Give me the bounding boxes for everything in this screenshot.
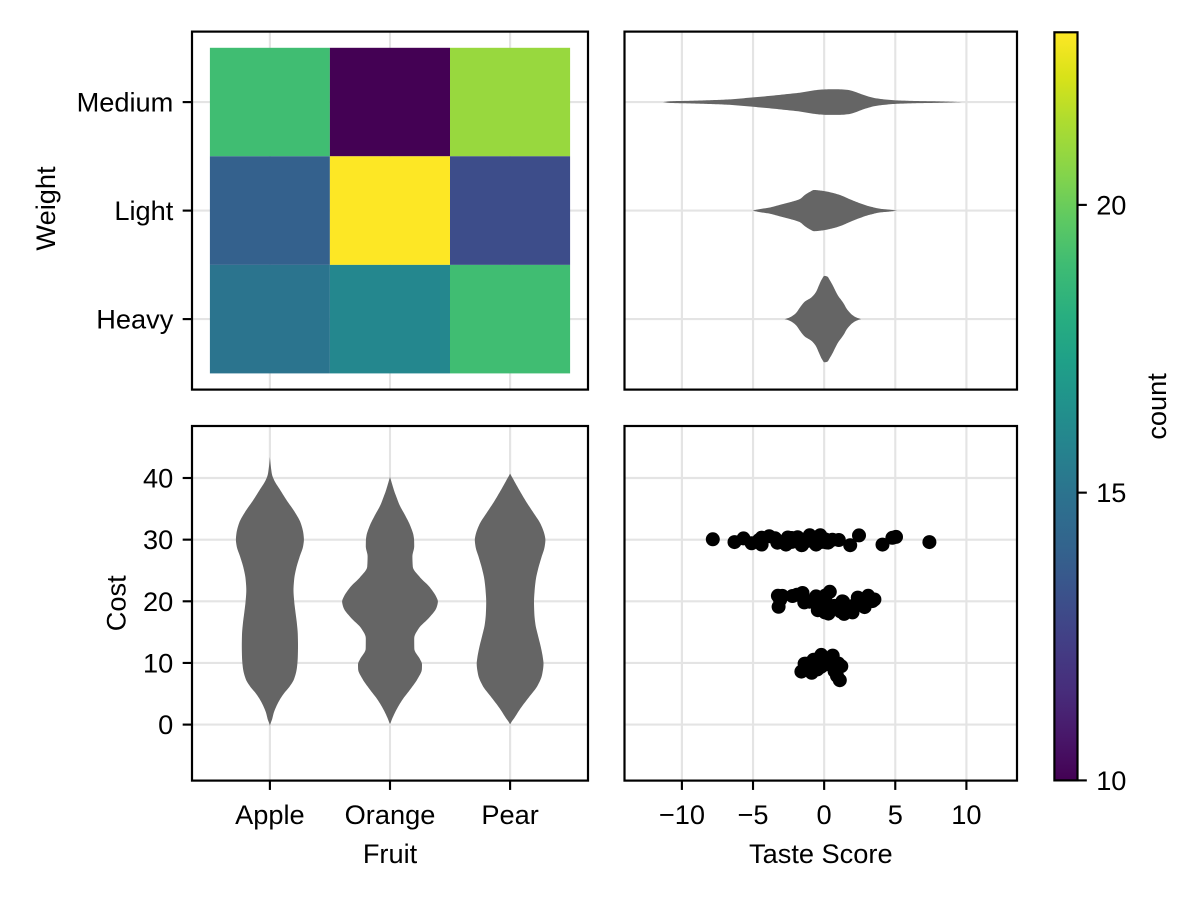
svg-text:Orange: Orange bbox=[345, 799, 436, 830]
svg-text:count: count bbox=[1141, 373, 1172, 440]
svg-text:10: 10 bbox=[951, 799, 981, 830]
svg-text:−10: −10 bbox=[659, 799, 705, 830]
svg-text:30: 30 bbox=[143, 524, 173, 555]
svg-text:0: 0 bbox=[817, 799, 832, 830]
svg-text:Apple: Apple bbox=[235, 799, 305, 830]
svg-text:20: 20 bbox=[143, 586, 173, 617]
svg-text:Cost: Cost bbox=[100, 575, 131, 631]
svg-text:10: 10 bbox=[143, 648, 173, 679]
svg-text:15: 15 bbox=[1096, 477, 1126, 508]
svg-text:0: 0 bbox=[158, 709, 173, 740]
svg-text:5: 5 bbox=[888, 799, 903, 830]
svg-text:Heavy: Heavy bbox=[96, 304, 173, 335]
svg-text:−5: −5 bbox=[738, 799, 769, 830]
svg-text:40: 40 bbox=[143, 463, 173, 494]
svg-text:Medium: Medium bbox=[77, 87, 174, 118]
svg-text:Fruit: Fruit bbox=[363, 838, 418, 869]
svg-text:Light: Light bbox=[114, 195, 173, 226]
svg-text:20: 20 bbox=[1096, 189, 1126, 220]
svg-text:Pear: Pear bbox=[481, 799, 538, 830]
svg-text:10: 10 bbox=[1096, 765, 1126, 796]
svg-text:Taste Score: Taste Score bbox=[749, 838, 893, 869]
svg-text:Weight: Weight bbox=[30, 166, 61, 251]
